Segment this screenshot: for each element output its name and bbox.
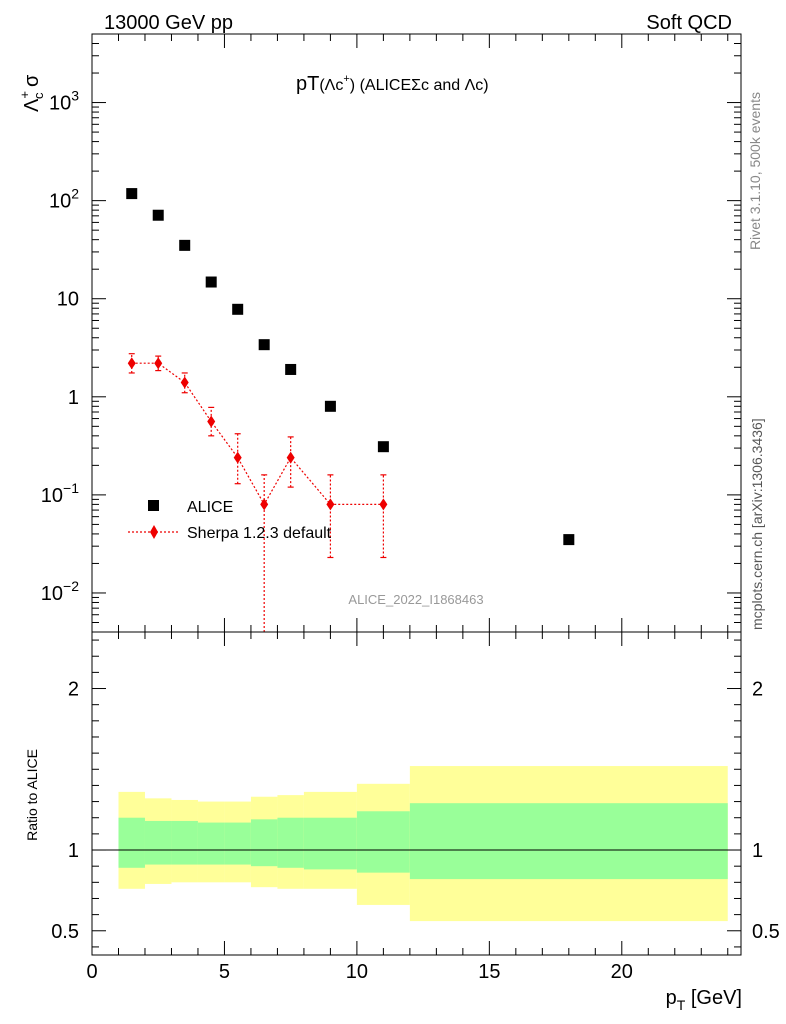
ratio-band-inner bbox=[224, 822, 251, 865]
legend-label-sherpa: Sherpa 1.2.3 default bbox=[187, 525, 332, 542]
xlabel-sub: T bbox=[677, 997, 686, 1013]
ratio-y-tick-label: 1 bbox=[68, 840, 79, 862]
ratio-y-axis-label: Ratio to ALICE bbox=[24, 749, 40, 841]
x-axis-label: pT [GeV] bbox=[666, 987, 742, 1013]
ratio-y-tick-label-right: 2 bbox=[752, 679, 763, 701]
x-tick-label: 10 bbox=[346, 961, 368, 983]
y-tick-label: 10−1 bbox=[41, 480, 79, 507]
ratio-y-tick-label-right: 1 bbox=[752, 840, 763, 862]
x-tick-label: 15 bbox=[478, 961, 500, 983]
title-rest: (ALICEΣc and Λc) bbox=[355, 77, 489, 94]
alice-point bbox=[126, 188, 138, 200]
ratio-y-tick-label: 2 bbox=[68, 679, 79, 701]
sherpa-point bbox=[233, 451, 242, 464]
alice-point bbox=[205, 276, 217, 288]
xlabel-main: p bbox=[666, 987, 677, 1009]
svg-text:Λ+c σ: Λ+c σ bbox=[17, 74, 46, 112]
legend: ALICE Sherpa 1.2.3 default bbox=[128, 499, 332, 542]
ratio-tick-labels: 0.5 0.51 12 20 5 10 15 20 bbox=[51, 679, 780, 983]
ratio-panel: 0.5 0.51 12 20 5 10 15 20 Ratio to ALICE pT [Ge… bbox=[24, 631, 780, 1013]
sherpa-point bbox=[207, 415, 216, 428]
sherpa-point bbox=[326, 498, 335, 511]
plot-title: pT(Λc+) (ALICEΣc and Λc) bbox=[296, 73, 489, 95]
alice-point bbox=[152, 209, 164, 221]
ratio-band-inner bbox=[171, 820, 198, 865]
y-tick-label: 103 bbox=[49, 88, 79, 115]
x-tick-label: 0 bbox=[86, 961, 97, 983]
ratio-band-inner bbox=[197, 822, 225, 865]
sherpa-point bbox=[286, 451, 295, 464]
ratio-band-inner bbox=[118, 817, 145, 868]
alice-point bbox=[179, 239, 191, 251]
sherpa-point bbox=[379, 498, 388, 511]
y-tick-label: 10 bbox=[57, 289, 79, 311]
ylabel-main: Λ bbox=[21, 98, 43, 112]
main-series bbox=[126, 188, 575, 632]
y-tick-label: 10−2 bbox=[41, 578, 79, 605]
alice-point bbox=[563, 534, 575, 546]
title-paren: (Λc bbox=[319, 77, 343, 94]
ratio-band-inner bbox=[250, 819, 278, 867]
ratio-y-tick-label-right: 0.5 bbox=[752, 921, 780, 943]
ratio-band-inner bbox=[144, 820, 172, 865]
xlabel-tail: [GeV] bbox=[685, 987, 742, 1009]
sherpa-point bbox=[260, 498, 269, 511]
ratio-tick-marks bbox=[91, 632, 741, 955]
main-frame bbox=[91, 33, 742, 633]
analysis-label: ALICE_2022_I1868463 bbox=[348, 592, 483, 607]
title-pt: pT bbox=[296, 73, 319, 95]
alice-point bbox=[377, 441, 389, 453]
x-tick-label: 20 bbox=[611, 961, 633, 983]
header-left: 13000 GeV pp bbox=[104, 12, 233, 34]
legend-marker-sherpa bbox=[150, 525, 158, 539]
alice-point bbox=[285, 363, 297, 375]
sherpa-point bbox=[127, 357, 136, 370]
sherpa-point bbox=[180, 376, 189, 389]
ratio-band-inner bbox=[303, 817, 357, 870]
sherpa-line bbox=[131, 362, 384, 506]
legend-marker-alice bbox=[148, 500, 159, 511]
rivet-label: Rivet 3.1.10, 500k events bbox=[747, 92, 763, 250]
ratio-bands bbox=[118, 766, 728, 922]
y-tick-label: 102 bbox=[49, 186, 79, 213]
ylabel-sub: c bbox=[31, 92, 46, 99]
ylabel-tail: σ bbox=[21, 74, 43, 93]
ylabel-sup: + bbox=[17, 91, 32, 99]
ratio-band-inner bbox=[277, 817, 304, 868]
ratio-y-tick-label: 0.5 bbox=[51, 921, 79, 943]
ratio-frame bbox=[91, 631, 742, 956]
alice-point bbox=[258, 339, 270, 351]
ratio-band-inner bbox=[356, 811, 410, 873]
x-tick-label: 5 bbox=[219, 961, 230, 983]
main-y-axis-label: Λ+c σ bbox=[17, 74, 46, 112]
title-close: ) bbox=[350, 77, 355, 94]
alice-point bbox=[324, 400, 336, 412]
main-tick-marks bbox=[91, 33, 741, 633]
ratio-band-inner bbox=[409, 803, 728, 880]
sherpa-point bbox=[154, 357, 163, 370]
y-tick-label: 1 bbox=[68, 387, 79, 409]
legend-label-alice: ALICE bbox=[187, 499, 233, 516]
title-sup: + bbox=[343, 73, 349, 85]
header-right: Soft QCD bbox=[646, 12, 732, 34]
mcplots-label: mcplots.cern.ch [arXiv:1306.3436] bbox=[749, 418, 765, 630]
alice-point bbox=[232, 303, 244, 315]
